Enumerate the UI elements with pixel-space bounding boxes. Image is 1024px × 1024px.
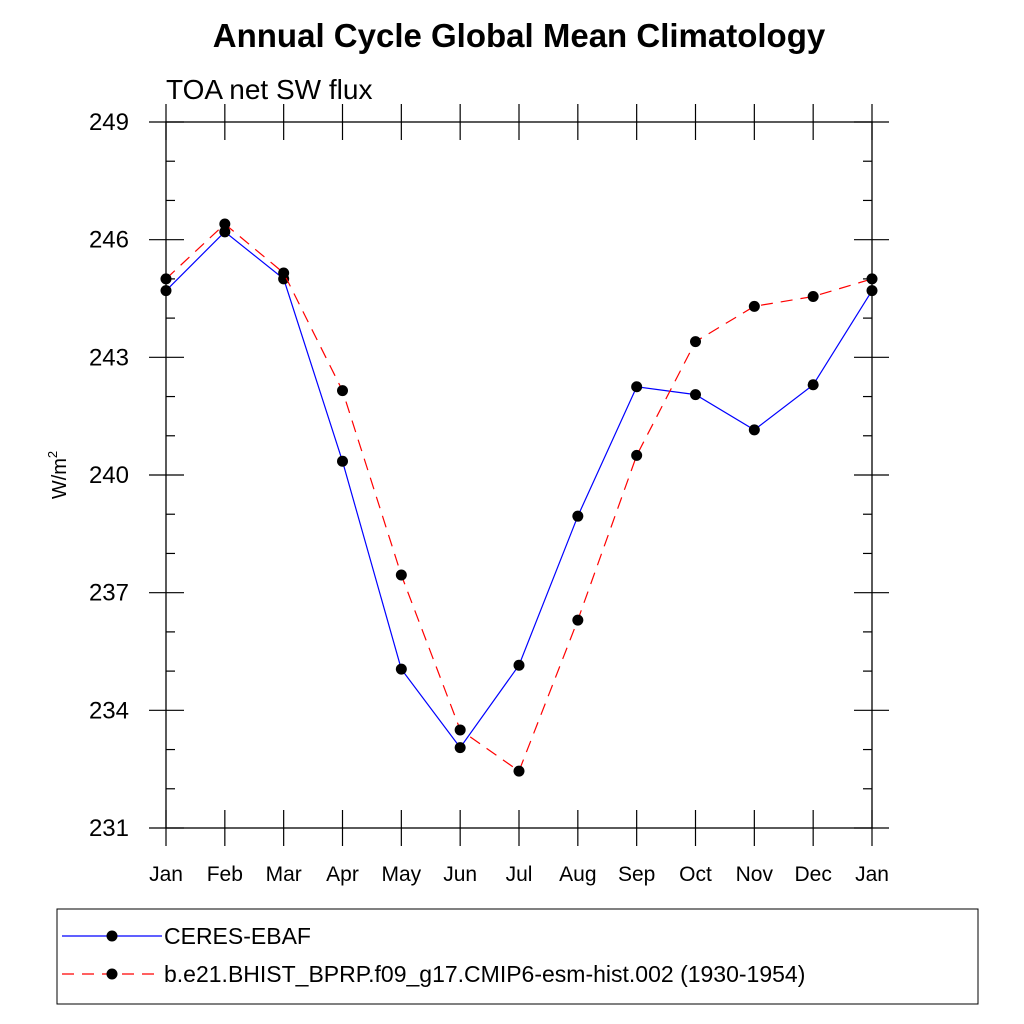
y-tick-label: 243 <box>89 344 129 371</box>
data-point <box>572 614 584 626</box>
data-point <box>454 724 466 736</box>
y-axis-label: W/m2 <box>45 451 71 499</box>
legend-item-1: CERES-EBAF <box>62 923 311 949</box>
data-point <box>219 226 231 238</box>
x-tick-label: Jan <box>855 863 889 886</box>
legend-label: CERES-EBAF <box>164 923 311 949</box>
x-tick-label: Aug <box>559 863 596 886</box>
legend-label: b.e21.BHIST_BPRP.f09_g17.CMIP6-esm-hist.… <box>164 961 805 987</box>
series-line <box>165 223 873 773</box>
data-point <box>454 742 466 754</box>
legend: CERES-EBAF b.e21.BHIST_BPRP.f09_g17.CMIP6… <box>62 923 805 987</box>
data-point <box>513 659 525 671</box>
data-point <box>807 379 819 391</box>
data-point <box>866 285 878 297</box>
x-tick-label: Sep <box>618 863 655 886</box>
x-tick-label: Mar <box>266 863 302 886</box>
y-axis-label-exponent: 2 <box>45 451 60 458</box>
data-point <box>219 218 231 230</box>
y-tick-label: 231 <box>89 815 129 842</box>
x-tick-label: Jul <box>506 863 533 886</box>
data-point <box>572 510 584 522</box>
chart-subtitle: TOA net SW flux <box>166 74 372 105</box>
data-point <box>690 336 701 348</box>
y-tick-label: 234 <box>89 697 129 724</box>
x-tick-label: Jan <box>149 863 183 886</box>
data-point <box>337 385 348 397</box>
axes: 231 234 237 240 243 246 249 Jan Feb Mar Apr May Jun J… <box>89 104 889 886</box>
x-tick-label: Jun <box>443 863 477 886</box>
data-point <box>866 273 878 285</box>
data-point <box>395 569 407 581</box>
y-tick-label: 246 <box>89 227 129 254</box>
data-point <box>748 424 760 436</box>
x-tick-label: Feb <box>207 863 243 886</box>
legend-box <box>56 908 979 1005</box>
data-point <box>395 663 407 675</box>
data-point <box>807 291 819 303</box>
plot-frame <box>165 121 873 829</box>
legend-item-2: b.e21.BHIST_BPRP.f09_g17.CMIP6-esm-hist.… <box>62 961 805 987</box>
data-point <box>748 300 760 312</box>
x-tick-label: Dec <box>794 863 831 886</box>
data-point <box>160 285 172 297</box>
data-point <box>631 449 643 461</box>
y-tick-label: 240 <box>89 462 129 489</box>
series-layer <box>160 218 878 777</box>
data-point <box>278 267 290 279</box>
series-2 <box>160 218 878 777</box>
y-axis-label-unit: W/m <box>49 458 71 499</box>
x-tick-label: Nov <box>736 863 774 886</box>
series-1 <box>160 226 878 754</box>
data-point <box>337 455 348 467</box>
x-tick-label: May <box>381 863 421 886</box>
y-tick-label: 237 <box>89 580 129 607</box>
legend-marker <box>106 930 118 942</box>
data-point <box>690 389 701 401</box>
data-point <box>513 765 525 777</box>
data-point <box>631 381 643 393</box>
y-tick-label: 249 <box>89 109 129 136</box>
x-tick-label: Oct <box>679 863 712 886</box>
legend-marker <box>106 968 118 980</box>
chart-title: Annual Cycle Global Mean Climatology <box>213 17 826 54</box>
data-point <box>160 273 172 285</box>
x-tick-label: Apr <box>326 863 359 886</box>
